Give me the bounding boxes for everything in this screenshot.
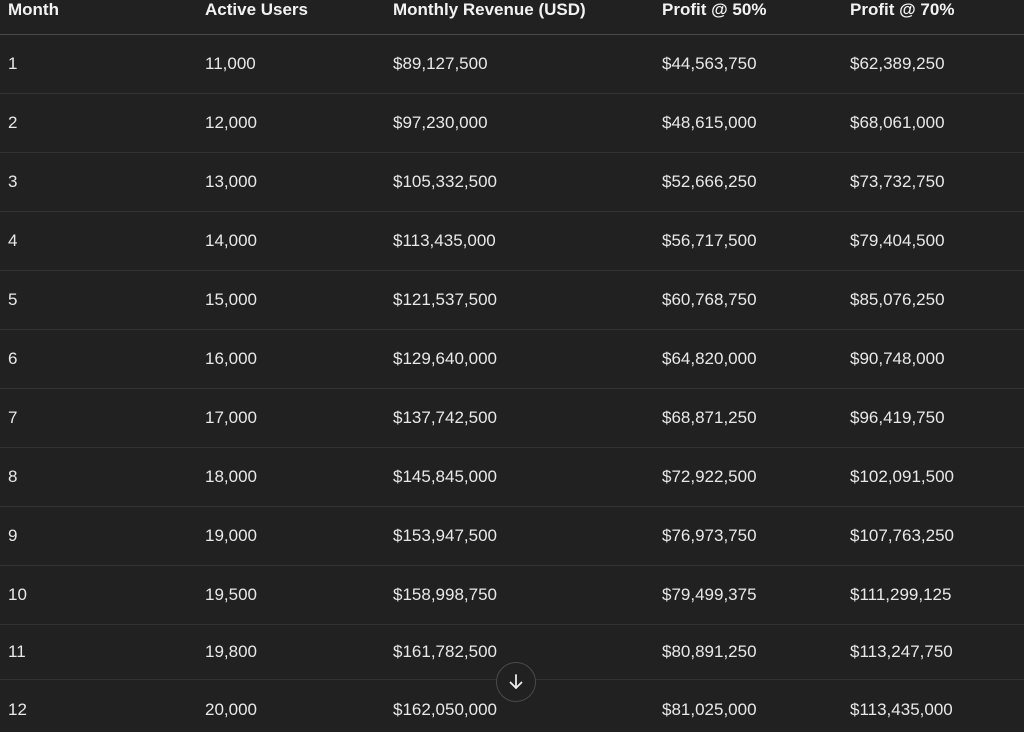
cell-profit-70: $85,076,250	[842, 270, 1024, 330]
cell-monthly-revenue: $162,050,000	[393, 700, 497, 719]
table-row: 2 12,000 $97,230,000 $48,615,000 $68,061…	[0, 93, 1024, 153]
cell-monthly-revenue: $121,537,500	[385, 270, 654, 330]
cell-profit-50: $68,871,250	[654, 388, 842, 448]
scroll-to-bottom-button[interactable]	[496, 662, 536, 702]
cell-active-users: 11,000	[197, 34, 385, 94]
cell-profit-50: $76,973,750	[654, 506, 842, 566]
table-row: 9 19,000 $153,947,500 $76,973,750 $107,7…	[0, 506, 1024, 566]
cell-month: 11	[0, 624, 197, 680]
table-row: 5 15,000 $121,537,500 $60,768,750 $85,07…	[0, 270, 1024, 330]
cell-profit-70: $111,299,125	[842, 565, 1024, 625]
cell-month: 3	[0, 152, 197, 212]
cell-month: 12	[8, 700, 27, 719]
column-header-month: Month	[0, 0, 197, 35]
table-row: 12 20,000 $162,050,000 $81,025,000 $113,…	[0, 680, 1024, 732]
cell-profit-70: $90,748,000	[842, 329, 1024, 389]
table-row: 6 16,000 $129,640,000 $64,820,000 $90,74…	[0, 329, 1024, 389]
cell-active-users: 16,000	[197, 329, 385, 389]
cell-monthly-revenue: $153,947,500	[385, 506, 654, 566]
cell-active-users: 12,000	[197, 93, 385, 153]
cell-month: 4	[0, 211, 197, 271]
cell-profit-50: $79,499,375	[654, 565, 842, 625]
cell-profit-50: $56,717,500	[654, 211, 842, 271]
arrow-down-icon	[507, 673, 525, 691]
cell-profit-50: $81,025,000	[662, 700, 757, 719]
table-body: 1 11,000 $89,127,500 $44,563,750 $62,389…	[0, 34, 1024, 732]
cell-monthly-revenue: $113,435,000	[385, 211, 654, 271]
cell-profit-70: $62,389,250	[842, 34, 1024, 94]
table-row: 3 13,000 $105,332,500 $52,666,250 $73,73…	[0, 152, 1024, 212]
table-header: Month Active Users Monthly Revenue (USD)…	[0, 0, 1024, 35]
cell-profit-70: $107,763,250	[842, 506, 1024, 566]
table-row: 7 17,000 $137,742,500 $68,871,250 $96,41…	[0, 388, 1024, 448]
cell-month: 5	[0, 270, 197, 330]
cell-month: 8	[0, 447, 197, 507]
cell-profit-50: $44,563,750	[654, 34, 842, 94]
cell-profit-50: $64,820,000	[654, 329, 842, 389]
cell-monthly-revenue: $129,640,000	[385, 329, 654, 389]
cell-profit-70: $113,435,000	[850, 700, 953, 719]
cell-monthly-revenue: $145,845,000	[385, 447, 654, 507]
cell-active-users: 19,800	[197, 624, 385, 680]
cell-profit-50: $48,615,000	[654, 93, 842, 153]
cell-profit-70: $68,061,000	[842, 93, 1024, 153]
cell-active-users: 14,000	[197, 211, 385, 271]
cell-month: 2	[0, 93, 197, 153]
table-row: 10 19,500 $158,998,750 $79,499,375 $111,…	[0, 565, 1024, 625]
cell-profit-70: $73,732,750	[842, 152, 1024, 212]
cell-profit-50: $60,768,750	[654, 270, 842, 330]
cell-month: 9	[0, 506, 197, 566]
table-row: 4 14,000 $113,435,000 $56,717,500 $79,40…	[0, 211, 1024, 271]
cell-active-users: 15,000	[197, 270, 385, 330]
cell-month: 1	[0, 34, 197, 94]
cell-profit-50: $52,666,250	[654, 152, 842, 212]
cell-active-users: 13,000	[197, 152, 385, 212]
cell-active-users: 19,500	[197, 565, 385, 625]
column-header-profit-70: Profit @ 70%	[842, 0, 1024, 35]
cell-month: 6	[0, 329, 197, 389]
cell-monthly-revenue: $158,998,750	[385, 565, 654, 625]
cell-active-users: 18,000	[197, 447, 385, 507]
table-row: 8 18,000 $145,845,000 $72,922,500 $102,0…	[0, 447, 1024, 507]
cell-monthly-revenue: $89,127,500	[385, 34, 654, 94]
cell-month: 7	[0, 388, 197, 448]
cell-active-users: 17,000	[197, 388, 385, 448]
cell-profit-50: $80,891,250	[654, 624, 842, 680]
cell-monthly-revenue: $105,332,500	[385, 152, 654, 212]
column-header-monthly-revenue: Monthly Revenue (USD)	[385, 0, 654, 35]
cell-profit-70: $113,247,750	[842, 624, 1024, 680]
table-row: 1 11,000 $89,127,500 $44,563,750 $62,389…	[0, 34, 1024, 94]
cell-monthly-revenue: $97,230,000	[385, 93, 654, 153]
column-header-profit-50: Profit @ 50%	[654, 0, 842, 35]
cell-monthly-revenue: $137,742,500	[385, 388, 654, 448]
header-row: Month Active Users Monthly Revenue (USD)…	[0, 0, 1024, 35]
table-row: 11 19,800 $161,782,500 $80,891,250 $113,…	[0, 624, 1024, 680]
cell-profit-50: $72,922,500	[654, 447, 842, 507]
cell-profit-70: $79,404,500	[842, 211, 1024, 271]
cell-active-users: 19,000	[197, 506, 385, 566]
cell-profit-70: $102,091,500	[842, 447, 1024, 507]
cell-month: 10	[0, 565, 197, 625]
cell-profit-70: $96,419,750	[842, 388, 1024, 448]
column-header-active-users: Active Users	[197, 0, 385, 35]
cell-active-users: 20,000	[205, 700, 257, 719]
